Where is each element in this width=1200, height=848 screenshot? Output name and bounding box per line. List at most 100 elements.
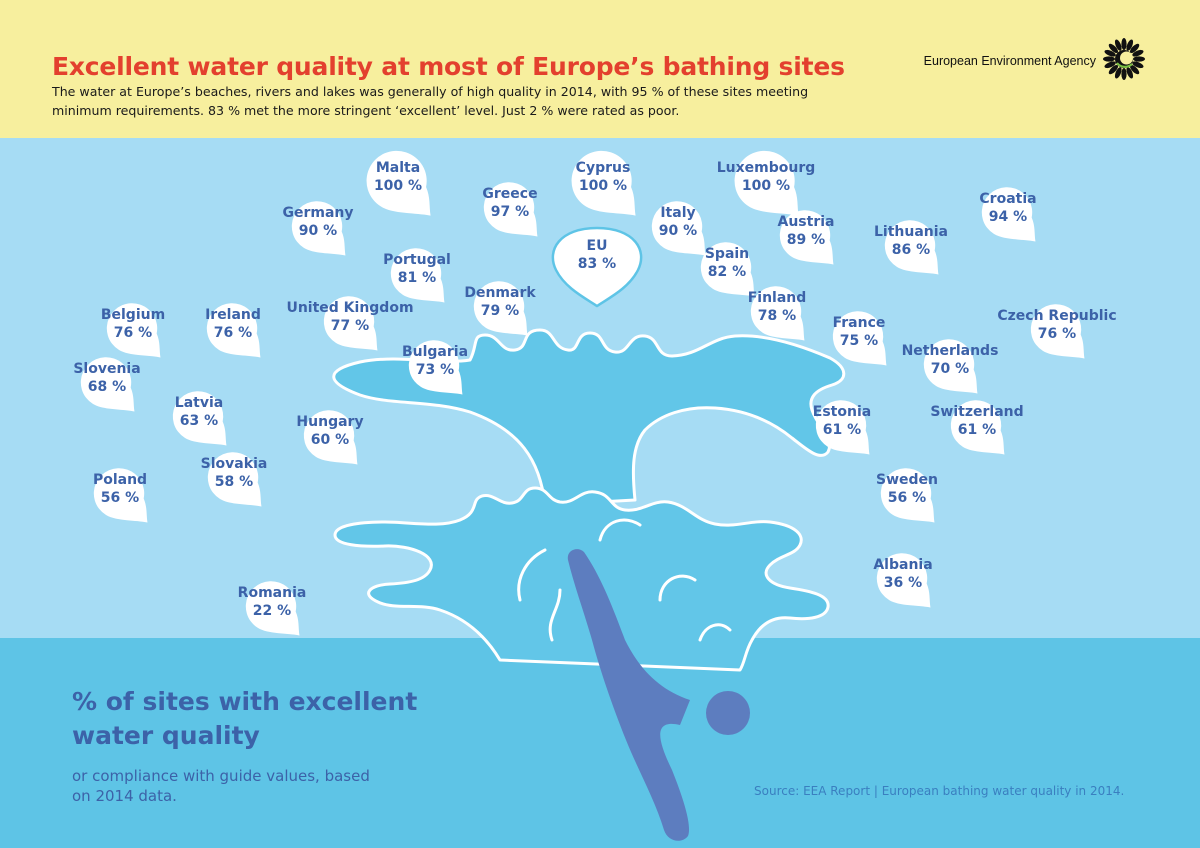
drop-slovenia xyxy=(80,357,135,412)
country-name: Finland xyxy=(747,290,807,306)
agency-name: European Environment Agency xyxy=(923,54,1096,68)
country-value: 78 % xyxy=(757,308,797,324)
country-value: 56 % xyxy=(100,490,140,506)
drop-czech-republic xyxy=(1030,304,1085,359)
country-value: 58 % xyxy=(214,474,254,490)
country-label-united-kingdom: United Kingdom 77 % xyxy=(286,300,413,335)
drop-hungary xyxy=(303,410,358,465)
country-name: Albania xyxy=(873,557,933,573)
drop-latvia xyxy=(172,391,227,446)
drop-bulgaria xyxy=(408,340,463,395)
country-name: Switzerland xyxy=(930,404,1024,420)
country-value: 86 % xyxy=(891,242,931,258)
drop-germany xyxy=(291,201,346,256)
country-label-czech-republic: Czech Republic 76 % xyxy=(997,308,1116,343)
country-name: Bulgaria xyxy=(401,344,469,360)
country-label-germany: Germany 90 % xyxy=(282,205,353,240)
country-name: Denmark xyxy=(464,285,536,301)
drop-finland xyxy=(750,286,805,341)
country-label-finland: Finland 78 % xyxy=(748,290,807,325)
eea-sun-logo-icon xyxy=(1103,38,1145,80)
drop-poland xyxy=(93,468,148,523)
country-label-albania: Albania 36 % xyxy=(873,557,932,592)
logo-ray xyxy=(1132,61,1144,69)
logo-ray xyxy=(1129,43,1140,54)
country-value: 81 % xyxy=(397,270,437,286)
country-name: Malta xyxy=(375,160,421,176)
country-name: France xyxy=(832,315,886,331)
country-value: 60 % xyxy=(310,432,350,448)
country-label-bulgaria: Bulgaria 73 % xyxy=(402,344,468,379)
drop-sweden xyxy=(880,468,935,523)
logo-ray xyxy=(1126,67,1134,79)
country-label-hungary: Hungary 60 % xyxy=(296,414,363,449)
country-value: 89 % xyxy=(786,232,826,248)
drop-greece xyxy=(483,182,538,237)
country-name: Poland xyxy=(92,472,148,488)
country-value: 63 % xyxy=(179,413,219,429)
country-label-ireland: Ireland 76 % xyxy=(205,307,261,342)
country-value: 75 % xyxy=(839,333,879,349)
drop-estonia xyxy=(815,400,870,455)
country-label-romania: Romania 22 % xyxy=(238,585,307,620)
country-label-poland: Poland 56 % xyxy=(93,472,147,507)
country-name: Czech Republic xyxy=(997,308,1117,324)
country-value: 68 % xyxy=(87,379,127,395)
country-label-spain: Spain 82 % xyxy=(705,246,749,281)
country-name: Hungary xyxy=(296,414,364,430)
country-value: 79 % xyxy=(480,303,520,319)
drop-spain xyxy=(700,242,755,297)
country-value: 100 % xyxy=(741,178,791,194)
legend-title: % of sites with excellent water quality xyxy=(72,687,418,750)
country-name: Slovenia xyxy=(73,361,141,377)
country-label-austria: Austria 89 % xyxy=(778,214,835,249)
logo-ray xyxy=(1103,56,1115,62)
country-name: United Kingdom xyxy=(286,300,414,316)
country-value: 94 % xyxy=(988,209,1028,225)
drop-luxembourg xyxy=(734,150,799,216)
eu-value: 83 % xyxy=(577,256,617,272)
logo-ray xyxy=(1129,64,1140,75)
legend-subtitle: or compliance with guide values, based o… xyxy=(72,767,370,805)
logo-ray xyxy=(1104,49,1116,57)
drop-austria xyxy=(779,210,834,265)
country-name: Germany xyxy=(282,205,354,221)
deep-water-band xyxy=(0,638,1200,848)
country-value: 97 % xyxy=(490,204,530,220)
logo-ray xyxy=(1108,64,1119,75)
country-value: 76 % xyxy=(1037,326,1077,342)
country-value: 90 % xyxy=(298,223,338,239)
logo-ray xyxy=(1132,49,1144,57)
country-name: Austria xyxy=(777,214,835,230)
splash-detail-strokes xyxy=(517,518,732,642)
country-name: Spain xyxy=(704,246,750,262)
logo-ray xyxy=(1121,38,1127,50)
country-name: Greece xyxy=(482,186,538,202)
country-value: 76 % xyxy=(213,325,253,341)
drop-albania xyxy=(876,553,931,608)
drop-lithuania xyxy=(884,220,939,275)
country-label-lithuania: Lithuania 86 % xyxy=(874,224,948,259)
drop-cyprus xyxy=(571,150,636,216)
country-value: 100 % xyxy=(578,178,628,194)
source-note: Source: EEA Report | European bathing wa… xyxy=(754,784,1125,798)
drop-croatia xyxy=(981,187,1036,242)
country-label-croatia: Croatia 94 % xyxy=(979,191,1036,226)
country-value: 70 % xyxy=(930,361,970,377)
country-name: Sweden xyxy=(876,472,938,488)
drop-italy xyxy=(651,201,706,256)
page-title: Excellent water quality at most of Europ… xyxy=(52,52,845,81)
country-label-netherlands: Netherlands 70 % xyxy=(902,343,999,378)
country-value: 36 % xyxy=(883,575,923,591)
country-name: Estonia xyxy=(812,404,872,420)
drop-slovakia xyxy=(207,452,262,507)
logo-ray xyxy=(1114,67,1122,79)
country-label-switzerland: Switzerland 61 % xyxy=(930,404,1023,439)
country-name: Cyprus xyxy=(575,160,631,176)
header-band: Excellent water quality at most of Europ… xyxy=(0,0,1200,138)
country-label-france: France 75 % xyxy=(833,315,886,350)
drop-denmark xyxy=(473,281,528,336)
country-label-latvia: Latvia 63 % xyxy=(175,395,223,430)
country-value: 61 % xyxy=(957,422,997,438)
country-label-slovakia: Slovakia 58 % xyxy=(201,456,268,491)
